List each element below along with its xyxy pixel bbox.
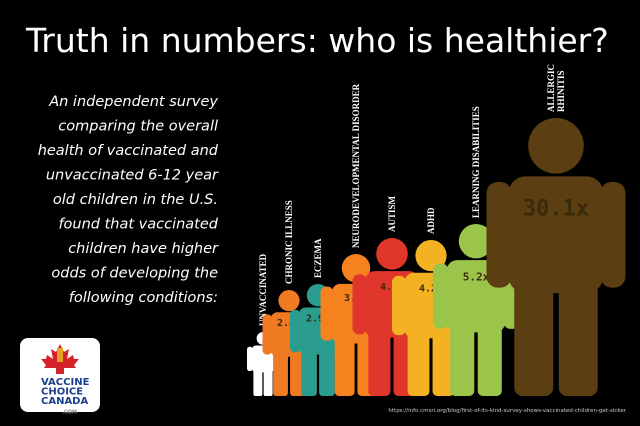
figure-leg (263, 369, 273, 396)
logo (20, 338, 100, 412)
source: https://info.cmsri.org/blog/first-of-its… (388, 408, 626, 414)
figure-leg (334, 336, 355, 396)
logo-text: CANADA (41, 396, 88, 407)
figure-torso (508, 176, 604, 294)
figure-arm (486, 181, 512, 288)
figure-leg (253, 369, 263, 396)
description-line: An independent survey (48, 94, 218, 110)
odds-label: 5.2x (463, 270, 490, 283)
figure-leg (432, 330, 455, 396)
vial (57, 348, 63, 362)
logo-text: .COM (62, 410, 77, 416)
group-label: AUTISM (387, 195, 397, 232)
figure-arm (433, 263, 449, 329)
figure-arm (600, 181, 626, 288)
figure-leg (273, 351, 288, 396)
description-line: odds of developing the (51, 266, 218, 282)
description-line: unvaccinated 6-12 year (46, 168, 219, 184)
figure-arm (247, 346, 253, 372)
odds-label: 2.9x (306, 314, 330, 325)
figure-head (376, 238, 408, 270)
group-label: ECZEMA (313, 238, 323, 278)
figure-head (458, 224, 494, 259)
logo-text: VACCINE (41, 377, 90, 388)
title: Truth in numbers: who is healthier? (25, 21, 609, 60)
figure-head (528, 118, 584, 174)
figure-leg (450, 323, 475, 396)
logo-text: CHOICE (41, 387, 83, 398)
description-line: health of vaccinated and (38, 143, 219, 159)
description-line: comparing the overall (58, 119, 218, 135)
odds-label: 4.2x (419, 283, 443, 294)
group-label: NEURODEVELOPMENTAL DISORDER (351, 83, 361, 248)
group-label: CHRONIC ILLNESS (284, 200, 294, 284)
figure-leg (319, 348, 335, 396)
description-line: old children in the U.S. (53, 192, 218, 208)
figure-arm (392, 275, 407, 336)
odds-label: 2.4x (277, 318, 301, 329)
figure-leg (558, 279, 598, 396)
group-label: UNVACCINATED (258, 253, 268, 326)
figure-leg (368, 329, 391, 396)
figure-leg (477, 323, 502, 396)
figure-arm (352, 274, 367, 335)
description-line: children have higher (68, 241, 219, 257)
group-label: ALLERGIC (546, 64, 556, 112)
figure-arm (262, 314, 273, 355)
figure-arm (320, 286, 334, 341)
description-line: following conditions: (69, 290, 218, 306)
logo-box (20, 338, 100, 412)
figure-leg (301, 348, 317, 396)
description-line: found that vaccinated (58, 217, 218, 233)
figure (486, 118, 626, 396)
group-label: RHINITIS (556, 70, 566, 112)
figure-leg (290, 351, 305, 396)
figure-head (415, 240, 447, 272)
odds-label: 30.1x (523, 197, 589, 222)
group-label: ADHD (426, 207, 436, 234)
figure-head (278, 290, 300, 312)
figure-leg (407, 330, 430, 396)
figure-arm (290, 309, 301, 353)
group-label: LEARNING DISABILITIES (471, 106, 481, 218)
figure-leg (514, 279, 554, 396)
